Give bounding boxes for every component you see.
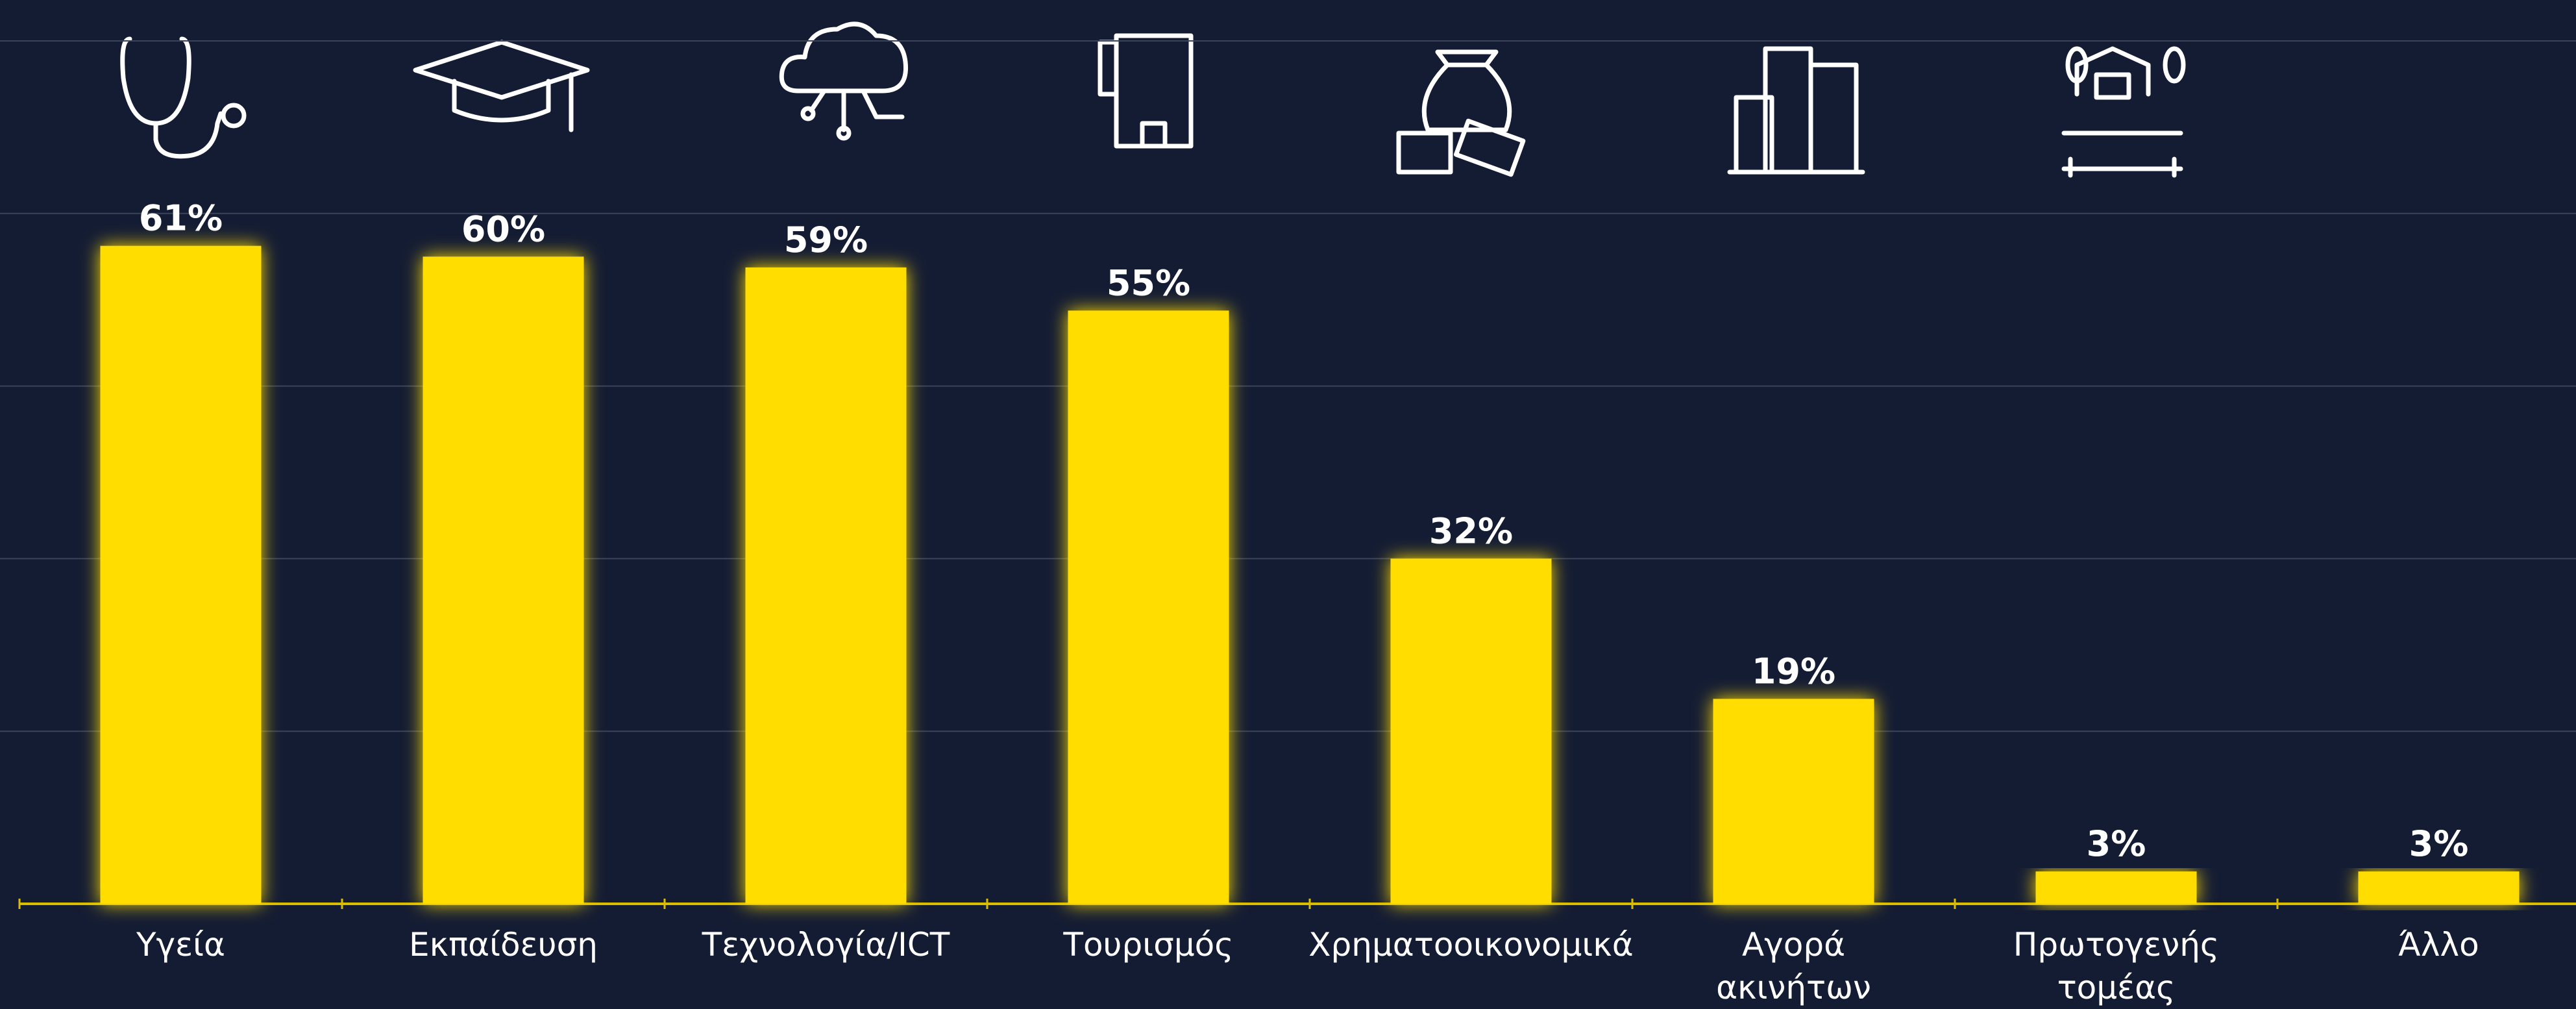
bar [2036,871,2197,904]
value-label: 55% [1107,262,1190,303]
bar [1068,310,1229,904]
icon-tourism [1100,36,1191,146]
bar [746,268,907,904]
value-label: 61% [139,198,223,239]
value-label: 59% [784,219,868,260]
x-tick-label: Υγεία [12,923,350,966]
icon-finance [1399,52,1523,175]
value-label: 3% [2409,823,2469,864]
x-tick-label: Εκπαίδευση [335,923,672,966]
value-label: 3% [2087,823,2146,864]
bar [1713,699,1874,904]
bar [101,246,262,904]
x-tick-label: Τουρισμός [980,923,1318,966]
x-tick-label: Πρωτογενής τομέας [1948,923,2285,1009]
x-tick-label: Αγορά ακινήτων [1625,923,1963,1009]
x-tick-label: Τεχνολογία/ICT [657,923,995,966]
value-label: 60% [461,208,545,249]
icon-health [123,39,244,156]
bar [2359,871,2520,904]
bar [1391,558,1552,904]
bar [423,256,584,904]
value-label: 19% [1752,651,1835,691]
icon-real-estate [1730,49,1863,172]
x-tick-label: Άλλο [2270,923,2576,966]
value-label: 32% [1429,510,1513,551]
x-tick-label: Χρηματοοικονομικά [1303,923,1640,966]
icon-education [415,42,587,130]
icons [123,24,2183,175]
icon-primary [2064,49,2183,175]
